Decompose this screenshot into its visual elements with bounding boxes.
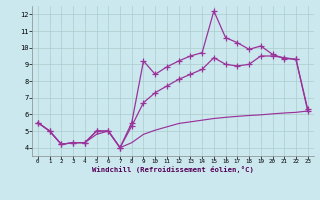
X-axis label: Windchill (Refroidissement éolien,°C): Windchill (Refroidissement éolien,°C) [92,166,254,173]
